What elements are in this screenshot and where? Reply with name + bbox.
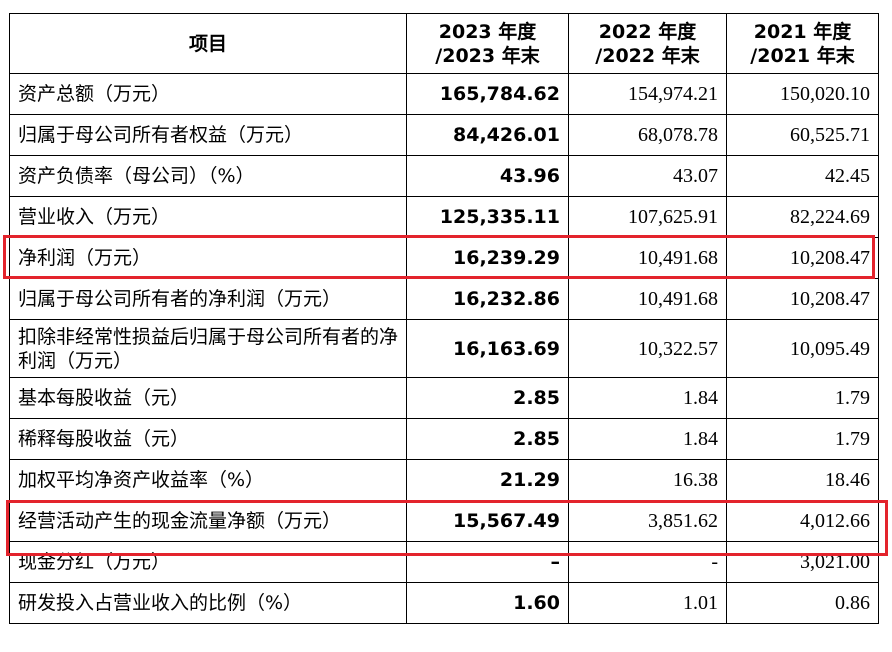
- cell-2022: 1.84: [568, 418, 727, 460]
- row-label: 营业收入（万元）: [9, 196, 407, 238]
- row-label: 研发投入占营业收入的比例（%）: [9, 582, 407, 624]
- cell-2023: 15,567.49: [406, 500, 569, 542]
- header-row: 项目 2023 年度 /2023 年末 2022 年度 /2022 年末 202…: [9, 13, 879, 74]
- row-label: 资产负债率（母公司）（%）: [9, 155, 407, 197]
- row-label: 扣除非经常性损益后归属于母公司所有者的净利润（万元）: [9, 319, 407, 378]
- cell-2022: 107,625.91: [568, 196, 727, 238]
- cell-2021: 1.79: [726, 377, 879, 419]
- table-row: 加权平均净资产收益率（%） 21.29 16.38 18.46: [9, 459, 879, 501]
- cell-2022: 1.01: [568, 582, 727, 624]
- cell-2023: 21.29: [406, 459, 569, 501]
- cell-2021: 1.79: [726, 418, 879, 460]
- row-label: 净利润（万元）: [9, 237, 407, 279]
- table-row: 资产总额（万元） 165,784.62 154,974.21 150,020.1…: [9, 73, 879, 115]
- cell-2022: 68,078.78: [568, 114, 727, 156]
- cell-2021: 42.45: [726, 155, 879, 197]
- cell-2021: 82,224.69: [726, 196, 879, 238]
- cell-2023: 16,239.29: [406, 237, 569, 279]
- cell-2023: –: [406, 541, 569, 583]
- cell-2022: 3,851.62: [568, 500, 727, 542]
- cell-2023: 16,163.69: [406, 319, 569, 378]
- cell-2023: 2.85: [406, 418, 569, 460]
- header-2022: 2022 年度 /2022 年末: [568, 13, 727, 74]
- table-row: 净利润（万元） 16,239.29 10,491.68 10,208.47: [9, 237, 879, 279]
- cell-2021: 60,525.71: [726, 114, 879, 156]
- cell-2021: 4,012.66: [726, 500, 879, 542]
- row-label: 加权平均净资产收益率（%）: [9, 459, 407, 501]
- table-row: 资产负债率（母公司）（%） 43.96 43.07 42.45: [9, 155, 879, 197]
- cell-2021: 10,095.49: [726, 319, 879, 378]
- row-label: 现金分红（万元）: [9, 541, 407, 583]
- row-label: 资产总额（万元）: [9, 73, 407, 115]
- table-row: 稀释每股收益（元） 2.85 1.84 1.79: [9, 418, 879, 460]
- cell-2021: 10,208.47: [726, 237, 879, 279]
- cell-2022: 10,491.68: [568, 237, 727, 279]
- cell-2023: 125,335.11: [406, 196, 569, 238]
- cell-2021: 10,208.47: [726, 278, 879, 320]
- header-2021-line1: 2021 年度: [753, 20, 852, 43]
- cell-2023: 16,232.86: [406, 278, 569, 320]
- cell-2022: 1.84: [568, 377, 727, 419]
- row-label: 稀释每股收益（元）: [9, 418, 407, 460]
- cell-2021: 18.46: [726, 459, 879, 501]
- cell-2023: 2.85: [406, 377, 569, 419]
- row-label: 基本每股收益（元）: [9, 377, 407, 419]
- header-2022-line1: 2022 年度: [598, 20, 697, 43]
- table-row: 营业收入（万元） 125,335.11 107,625.91 82,224.69: [9, 196, 879, 238]
- cell-2022: 154,974.21: [568, 73, 727, 115]
- table-row: 研发投入占营业收入的比例（%） 1.60 1.01 0.86: [9, 582, 879, 624]
- header-2023: 2023 年度 /2023 年末: [406, 13, 569, 74]
- cell-2021: 0.86: [726, 582, 879, 624]
- cell-2022: -: [568, 541, 727, 583]
- cell-2022: 43.07: [568, 155, 727, 197]
- row-label: 归属于母公司所有者权益（万元）: [9, 114, 407, 156]
- table-row: 归属于母公司所有者权益（万元） 84,426.01 68,078.78 60,5…: [9, 114, 879, 156]
- cell-2022: 16.38: [568, 459, 727, 501]
- table-row: 现金分红（万元） – - 3,021.00: [9, 541, 879, 583]
- table-row: 基本每股收益（元） 2.85 1.84 1.79: [9, 377, 879, 419]
- cell-2021: 150,020.10: [726, 73, 879, 115]
- table-row: 扣除非经常性损益后归属于母公司所有者的净利润（万元） 16,163.69 10,…: [9, 319, 879, 378]
- cell-2023: 43.96: [406, 155, 569, 197]
- table-row: 归属于母公司所有者的净利润（万元） 16,232.86 10,491.68 10…: [9, 278, 879, 320]
- cell-2022: 10,491.68: [568, 278, 727, 320]
- cell-2022: 10,322.57: [568, 319, 727, 378]
- header-2021: 2021 年度 /2021 年末: [726, 13, 879, 74]
- financial-table-container: 项目 2023 年度 /2023 年末 2022 年度 /2022 年末 202…: [9, 13, 879, 624]
- row-label: 经营活动产生的现金流量净额（万元）: [9, 500, 407, 542]
- cell-2023: 1.60: [406, 582, 569, 624]
- cell-2023: 165,784.62: [406, 73, 569, 115]
- header-2023-line1: 2023 年度: [438, 20, 537, 43]
- financial-table: 项目 2023 年度 /2023 年末 2022 年度 /2022 年末 202…: [9, 13, 879, 624]
- cell-2021: 3,021.00: [726, 541, 879, 583]
- table-row: 经营活动产生的现金流量净额（万元） 15,567.49 3,851.62 4,0…: [9, 500, 879, 542]
- header-2021-line2: /2021 年末: [750, 44, 855, 67]
- header-2022-line2: /2022 年末: [595, 44, 700, 67]
- header-2023-line2: /2023 年末: [435, 44, 540, 67]
- cell-2023: 84,426.01: [406, 114, 569, 156]
- row-label: 归属于母公司所有者的净利润（万元）: [9, 278, 407, 320]
- header-item: 项目: [9, 13, 407, 74]
